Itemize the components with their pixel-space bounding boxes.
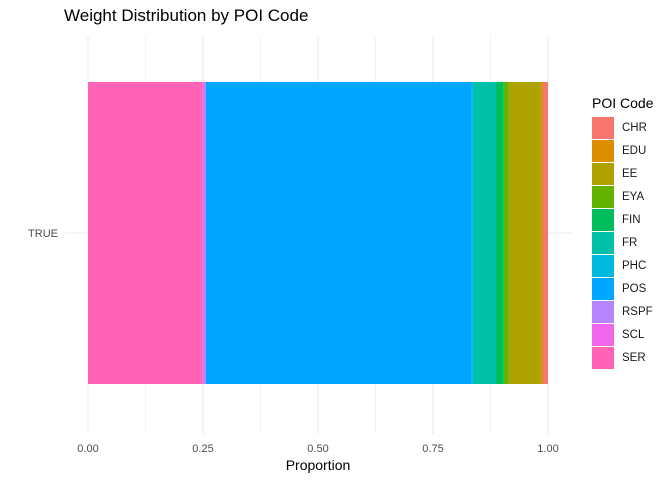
y-tick-label: TRUE bbox=[28, 228, 58, 240]
legend-swatch bbox=[592, 254, 614, 277]
bar-segment-pos bbox=[205, 82, 472, 384]
legend-items: CHR EDU EE EYA FIN FR PHC POS RSPF SCL SER bbox=[592, 116, 653, 369]
x-tick-label: 0.75 bbox=[422, 443, 443, 455]
bar-segment-ser bbox=[88, 82, 203, 384]
bar-segment-rspf bbox=[203, 82, 206, 384]
legend-swatch bbox=[592, 208, 614, 231]
legend-item-eya: EYA bbox=[592, 185, 653, 208]
bar-segment-fin bbox=[495, 82, 504, 384]
x-axis: 0.00 0.25 0.50 0.75 1.00 bbox=[77, 443, 558, 455]
legend-swatch bbox=[592, 346, 614, 369]
x-axis-title: Proportion bbox=[286, 457, 351, 473]
legend-item-chr: CHR bbox=[592, 116, 653, 139]
legend-swatch bbox=[592, 231, 614, 254]
chart-title: Weight Distribution by POI Code bbox=[64, 6, 309, 25]
legend-item-pos: POS bbox=[592, 277, 653, 300]
legend-label: FR bbox=[622, 236, 638, 249]
x-tick-label: 1.00 bbox=[537, 443, 558, 455]
legend-item-phc: PHC bbox=[592, 254, 653, 277]
legend-label: RSPF bbox=[622, 305, 653, 318]
legend-swatch bbox=[592, 323, 614, 346]
y-axis: TRUE bbox=[28, 228, 58, 240]
legend-swatch bbox=[592, 277, 614, 300]
legend-item-edu: EDU bbox=[592, 139, 653, 162]
legend-swatch bbox=[592, 300, 614, 323]
x-tick-label: 0.25 bbox=[192, 443, 213, 455]
legend-item-fin: FIN bbox=[592, 208, 653, 231]
bar-segment-fr bbox=[472, 82, 496, 384]
legend-label: PHC bbox=[622, 259, 647, 272]
legend-label: SCL bbox=[622, 328, 645, 341]
bar-segment-edu bbox=[540, 82, 543, 384]
bar-segment-phc bbox=[471, 82, 473, 384]
legend: POI Code CHR EDU EE EYA FIN FR PHC POS RSPF SCL SE… bbox=[592, 95, 653, 369]
legend-swatch bbox=[592, 162, 614, 185]
legend-item-scl: SCL bbox=[592, 323, 653, 346]
legend-label: EE bbox=[622, 167, 638, 180]
legend-label: POS bbox=[622, 282, 647, 295]
legend-label: SER bbox=[622, 351, 646, 364]
legend-item-rspf: RSPF bbox=[592, 300, 653, 323]
legend-swatch bbox=[592, 185, 614, 208]
bar-segment-chr bbox=[542, 82, 548, 384]
stacked-bar bbox=[88, 82, 548, 384]
legend-label: FIN bbox=[622, 213, 641, 226]
x-tick-label: 0.50 bbox=[307, 443, 328, 455]
x-tick-label: 0.00 bbox=[77, 443, 98, 455]
legend-item-ser: SER bbox=[592, 346, 653, 369]
bar-segment-eya bbox=[503, 82, 509, 384]
bar-segment-ee bbox=[508, 82, 541, 384]
legend-swatch bbox=[592, 139, 614, 162]
legend-label: CHR bbox=[622, 121, 647, 134]
legend-title: POI Code bbox=[592, 95, 654, 111]
legend-label: EYA bbox=[622, 190, 645, 203]
legend-swatch bbox=[592, 116, 614, 139]
legend-item-fr: FR bbox=[592, 231, 653, 254]
legend-label: EDU bbox=[622, 144, 647, 157]
legend-item-ee: EE bbox=[592, 162, 653, 185]
bar-segment-scl bbox=[202, 82, 203, 384]
